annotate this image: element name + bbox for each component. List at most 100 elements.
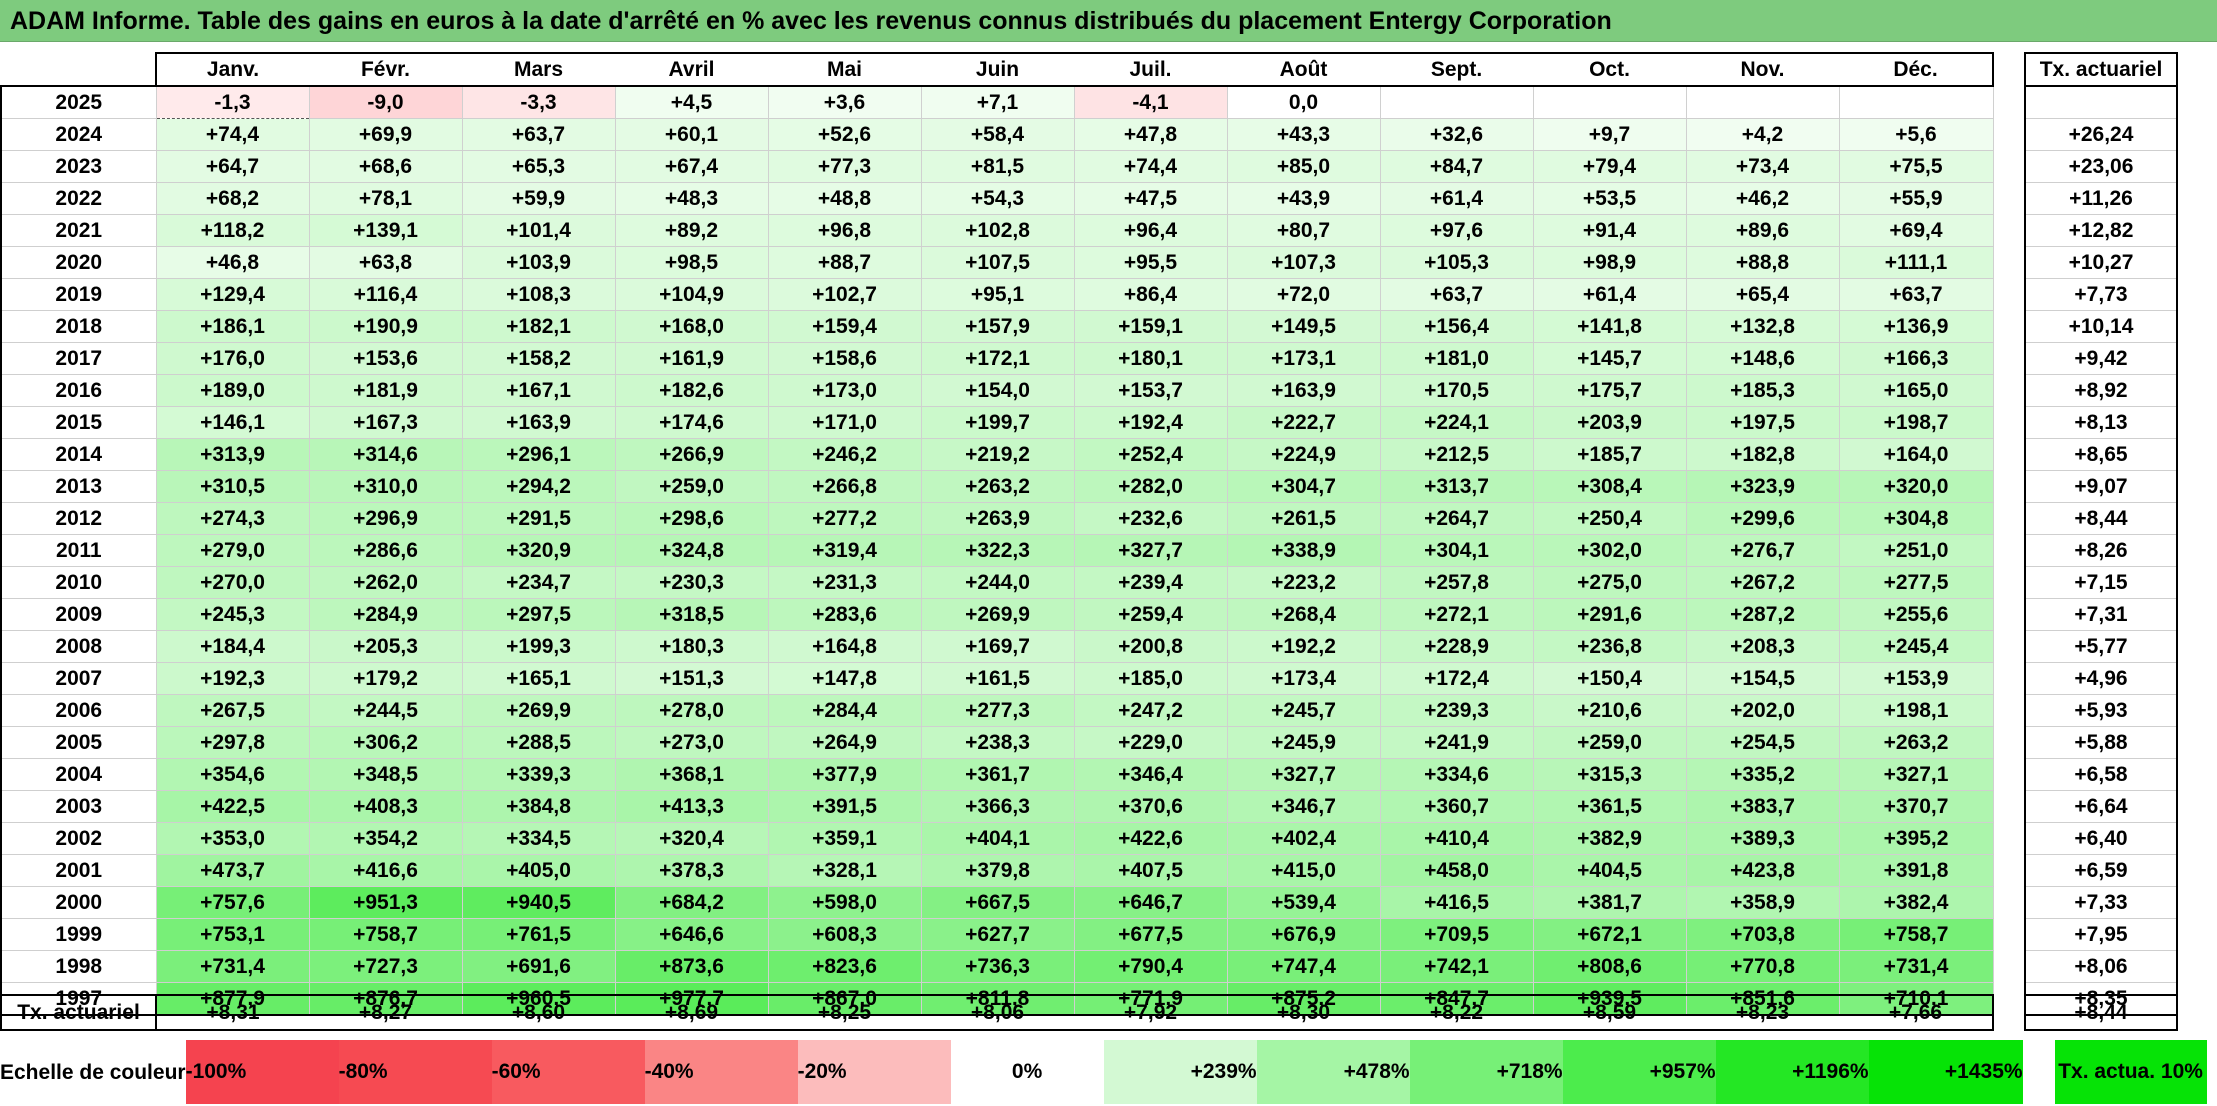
value-cell: +324,8 — [614, 534, 769, 567]
gap-cell — [1993, 407, 2025, 439]
value-cell: +320,0 — [1838, 470, 1994, 503]
year-label: 2008 — [0, 630, 156, 663]
year-label: 2001 — [0, 854, 156, 887]
value-cell: +598,0 — [767, 886, 922, 919]
value-cell: +368,1 — [614, 758, 769, 791]
year-label: 2015 — [0, 406, 156, 439]
value-cell: +245,7 — [1226, 694, 1381, 727]
value-cell: +229,0 — [1073, 726, 1228, 759]
value-cell: -4,1 — [1073, 86, 1228, 119]
tx-value: +6,40 — [2024, 822, 2178, 855]
scale-step: -40% — [644, 1040, 798, 1104]
value-cell: +198,7 — [1838, 406, 1994, 439]
value-cell: +423,8 — [1685, 854, 1840, 887]
value-cell: +247,2 — [1073, 694, 1228, 727]
value-cell: +275,0 — [1532, 566, 1687, 599]
value-cell: +139,1 — [308, 214, 463, 247]
year-label: 2020 — [0, 246, 156, 279]
value-cell: +267,2 — [1685, 566, 1840, 599]
tx-value: +23,06 — [2024, 150, 2178, 183]
gap-cell — [1993, 471, 2025, 503]
color-scale: Echelle de couleur -100% -80% -60% -40% -20% 0… — [0, 1040, 2207, 1104]
table-row: 1998 +731,4 +727,3 +691,6 +873,6 +823,6 +736,3… — [0, 950, 2178, 983]
gap-cell — [1993, 951, 2025, 983]
footer-value: +7,92 — [1074, 994, 1227, 1031]
gap-cell — [1993, 599, 2025, 631]
value-cell: +63,8 — [308, 246, 463, 279]
value-cell: +266,9 — [614, 438, 769, 471]
value-cell: +181,0 — [1379, 342, 1534, 375]
value-cell: +263,2 — [920, 470, 1075, 503]
value-cell: +98,5 — [614, 246, 769, 279]
year-label: 2025 — [0, 85, 156, 119]
table-row: 2021 +118,2 +139,1 +101,4 +89,2 +96,8 +102,8 +9… — [0, 214, 2178, 247]
value-cell: +58,4 — [920, 118, 1075, 151]
value-cell: +379,8 — [920, 854, 1075, 887]
tx-value: +8,92 — [2024, 374, 2178, 407]
value-cell: +61,4 — [1532, 278, 1687, 311]
value-cell: +408,3 — [308, 790, 463, 823]
value-cell: +299,6 — [1685, 502, 1840, 535]
table-row: 2005 +297,8 +306,2 +288,5 +273,0 +264,9 +238,3… — [0, 726, 2178, 759]
gap-cell — [1993, 887, 2025, 919]
value-cell: +940,5 — [461, 886, 616, 919]
footer-value: +8,06 — [921, 994, 1074, 1031]
value-cell: +391,5 — [767, 790, 922, 823]
value-cell: +63,7 — [461, 118, 616, 151]
table-row: 2000 +757,6 +951,3 +940,5 +684,2 +598,0 +667,5… — [0, 886, 2178, 919]
value-cell: +232,6 — [1073, 502, 1228, 535]
value-cell: +238,3 — [920, 726, 1075, 759]
year-label: 2000 — [0, 886, 156, 919]
value-cell: +190,9 — [308, 310, 463, 343]
scale-step: +1435% — [1868, 1040, 2023, 1104]
gains-table: Janv. Févr. Mars Avril Mai Juin Juil. Août Sept.… — [0, 52, 2178, 1016]
tx-value: +7,31 — [2024, 598, 2178, 631]
value-cell: +320,4 — [614, 822, 769, 855]
gap-cell — [1993, 311, 2025, 343]
value-cell: +157,9 — [920, 310, 1075, 343]
value-cell: +78,1 — [308, 182, 463, 215]
gap-cell — [1993, 631, 2025, 663]
value-cell: +319,4 — [767, 534, 922, 567]
value-cell: +405,0 — [461, 854, 616, 887]
value-cell: +282,0 — [1073, 470, 1228, 503]
value-cell: +63,7 — [1379, 278, 1534, 311]
value-cell: +95,5 — [1073, 246, 1228, 279]
value-cell: +676,9 — [1226, 918, 1381, 951]
table-row: 2015 +146,1 +167,3 +163,9 +174,6 +171,0 +199,7… — [0, 406, 2178, 439]
value-cell: +348,5 — [308, 758, 463, 791]
tx-value: +7,15 — [2024, 566, 2178, 599]
value-cell: +266,8 — [767, 470, 922, 503]
value-cell: +370,6 — [1073, 790, 1228, 823]
gap-cell — [1993, 151, 2025, 183]
value-cell: +43,9 — [1226, 182, 1381, 215]
value-cell: +136,9 — [1838, 310, 1994, 343]
gap-cell — [1993, 759, 2025, 791]
value-cell: +304,7 — [1226, 470, 1381, 503]
year-label: 2022 — [0, 182, 156, 215]
value-cell: +264,9 — [767, 726, 922, 759]
value-cell: +172,1 — [920, 342, 1075, 375]
value-cell: +422,5 — [155, 790, 310, 823]
value-cell: +291,5 — [461, 502, 616, 535]
value-cell: +167,1 — [461, 374, 616, 407]
value-cell: +159,1 — [1073, 310, 1228, 343]
value-cell: +259,0 — [614, 470, 769, 503]
value-cell: +314,6 — [308, 438, 463, 471]
month-header: Juil. — [1074, 52, 1227, 87]
gap-cell — [1993, 567, 2025, 599]
value-cell: +646,6 — [614, 918, 769, 951]
value-cell: +146,1 — [155, 406, 310, 439]
value-cell: +354,2 — [308, 822, 463, 855]
value-cell: +47,5 — [1073, 182, 1228, 215]
tx-value: +6,59 — [2024, 854, 2178, 887]
value-cell: +176,0 — [155, 342, 310, 375]
value-cell: +175,7 — [1532, 374, 1687, 407]
month-header: Mai — [768, 52, 921, 87]
value-cell: +169,7 — [920, 630, 1075, 663]
value-cell: +383,7 — [1685, 790, 1840, 823]
gap-cell — [1993, 86, 2025, 119]
value-cell: +310,5 — [155, 470, 310, 503]
value-cell: +731,4 — [155, 950, 310, 983]
value-cell: +294,2 — [461, 470, 616, 503]
